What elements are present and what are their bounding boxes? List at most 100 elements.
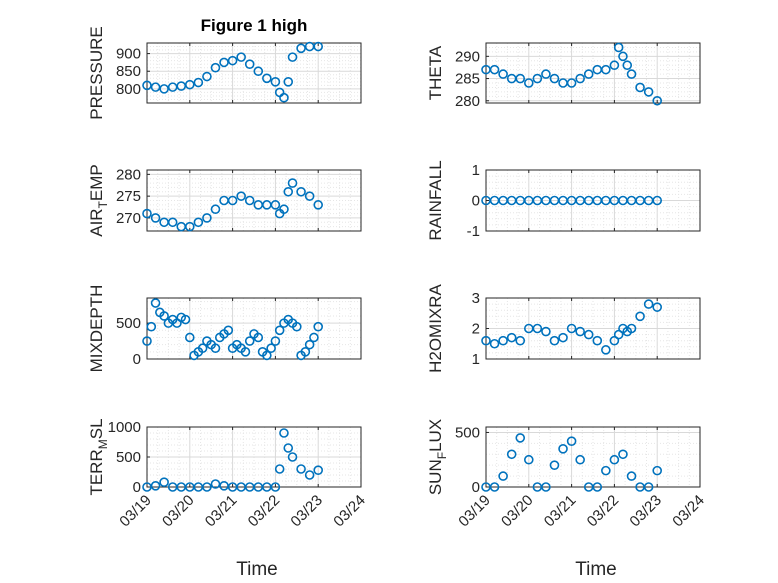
data-point <box>558 332 568 343</box>
y-tick-label: 850 <box>116 63 141 80</box>
y-tick-label: 275 <box>116 188 141 205</box>
data-point <box>523 78 534 88</box>
data-point <box>287 452 298 462</box>
data-point <box>541 482 551 492</box>
figure-title: Figure 1 high <box>201 16 308 35</box>
y-axis-label: THETA <box>426 45 445 100</box>
data-point <box>244 59 255 69</box>
series-points <box>481 433 663 492</box>
x-tick-label: 03/23 <box>626 492 665 531</box>
data-point <box>287 52 298 62</box>
x-axis-label: Time <box>575 559 617 580</box>
data-point <box>159 311 169 321</box>
data-point <box>498 69 508 79</box>
data-point <box>283 77 294 87</box>
data-point <box>304 339 315 350</box>
data-point <box>283 443 294 453</box>
grid <box>146 426 362 488</box>
x-tick-label: 03/21 <box>202 492 241 531</box>
data-point <box>202 482 212 492</box>
data-point <box>185 332 195 343</box>
data-point <box>575 326 585 337</box>
data-point <box>262 350 272 361</box>
y-tick-label: 0 <box>472 479 480 496</box>
data-point <box>210 343 221 354</box>
data-point <box>202 213 212 223</box>
data-point <box>185 79 195 90</box>
data-point <box>643 87 654 97</box>
data-point <box>167 82 178 92</box>
data-point <box>240 347 251 357</box>
data-point <box>244 336 255 346</box>
y-axis-label: MIXDEPTH <box>87 285 106 373</box>
series-points <box>481 42 663 106</box>
data-point <box>270 77 281 87</box>
data-point <box>481 335 491 346</box>
panel-h2omixra: 1 2 3 H2OMIXRA <box>426 283 701 373</box>
data-point <box>197 343 208 354</box>
data-point <box>566 78 577 88</box>
data-point <box>626 69 637 79</box>
data-point <box>210 479 221 489</box>
data-point <box>296 186 306 197</box>
data-point <box>601 465 611 476</box>
data-point <box>274 464 285 474</box>
data-point <box>142 208 152 219</box>
y-tick-label: 1000 <box>108 419 141 436</box>
data-point <box>266 343 276 354</box>
data-point <box>202 71 212 82</box>
data-point <box>283 186 294 197</box>
data-point <box>193 217 204 228</box>
data-point <box>652 95 663 106</box>
x-tick-label: 03/23 <box>287 492 326 531</box>
y-tick-label: 285 <box>455 71 480 88</box>
data-point <box>313 200 324 210</box>
y-tick-label: 280 <box>116 166 141 183</box>
data-point <box>150 82 161 92</box>
data-point <box>498 335 508 346</box>
data-point <box>313 321 324 332</box>
data-point <box>558 78 568 88</box>
data-point <box>223 325 234 336</box>
data-point <box>498 471 508 481</box>
data-point <box>506 332 517 343</box>
data-point <box>541 326 551 337</box>
data-point <box>244 195 255 206</box>
data-point <box>523 454 534 465</box>
data-point <box>279 92 289 103</box>
y-axis-label: TERRMSL <box>87 418 110 495</box>
data-point <box>622 60 633 71</box>
data-point <box>609 454 620 465</box>
y-tick-label: 1 <box>472 351 480 368</box>
data-point <box>253 66 264 77</box>
data-point <box>146 321 157 332</box>
data-point <box>219 480 229 491</box>
panel-mixdepth: 0 500 MIXDEPTH <box>87 285 362 373</box>
data-point <box>575 454 585 465</box>
data-point <box>236 191 246 201</box>
y-tick-label: 0 <box>472 193 480 210</box>
panel-theta: 280 285 290 THETA <box>426 42 701 110</box>
y-tick-label: 0 <box>133 351 141 368</box>
y-axis-label: SUNFLUX <box>426 419 449 495</box>
data-point <box>210 62 221 73</box>
data-point <box>489 482 500 492</box>
series-points <box>481 299 663 355</box>
y-tick-label: 3 <box>472 290 480 307</box>
data-point <box>309 332 319 343</box>
data-point <box>185 221 195 232</box>
data-point <box>601 64 611 75</box>
data-point <box>549 460 560 470</box>
data-point <box>270 336 281 346</box>
data-point <box>515 433 526 443</box>
grid <box>485 297 701 360</box>
series-points <box>142 428 324 492</box>
data-point <box>287 178 298 188</box>
axes-box <box>146 42 362 104</box>
y-axis-label: H2OMIXRA <box>426 283 445 372</box>
grid <box>146 298 362 360</box>
x-tick-label: 03/22 <box>245 492 284 531</box>
data-point <box>566 323 577 334</box>
x-tick-label: 03/24 <box>669 492 708 531</box>
